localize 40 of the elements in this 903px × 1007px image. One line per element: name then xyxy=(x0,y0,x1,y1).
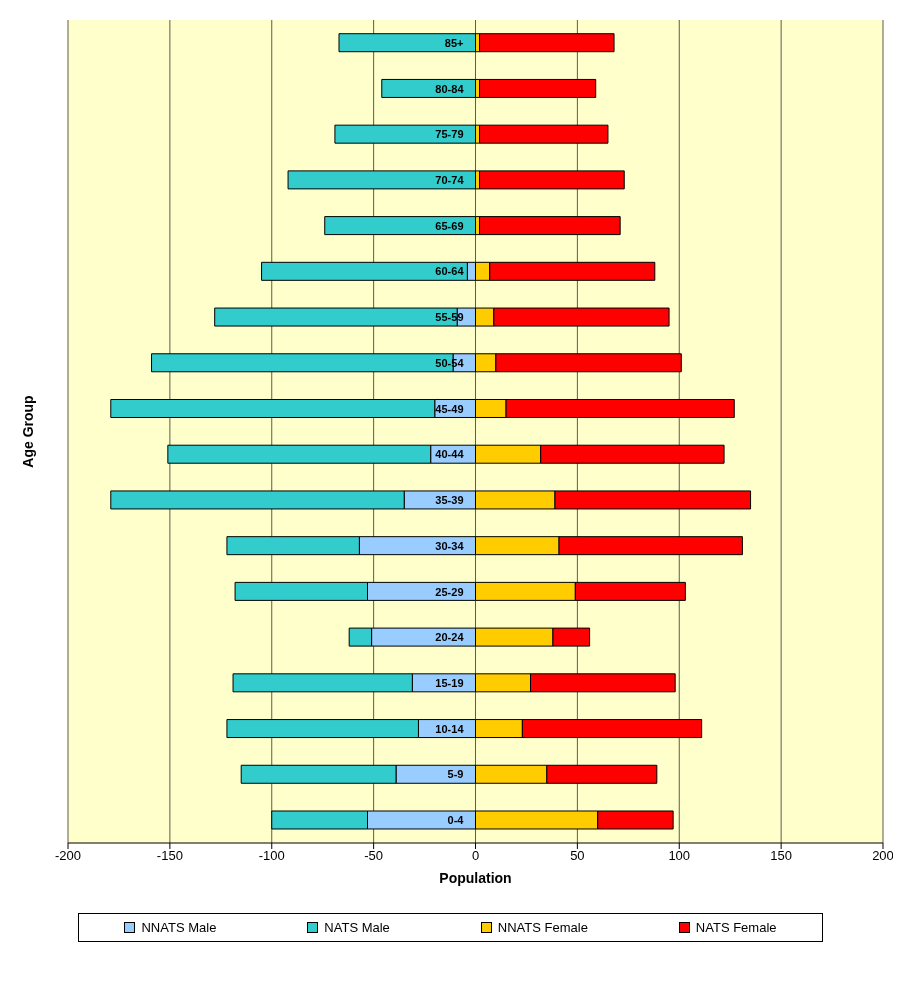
y-tick-label: 35-39 xyxy=(435,494,464,507)
x-tick-label: 0 xyxy=(471,848,480,864)
x-axis-title: Population xyxy=(439,870,512,886)
y-axis-title: Age Group xyxy=(19,395,36,468)
bar xyxy=(324,216,476,236)
y-tick-label: 85+ xyxy=(444,36,464,49)
x-tick-label: -100 xyxy=(258,848,285,864)
y-tick-label: 75-79 xyxy=(435,128,464,141)
y-tick-label: 45-49 xyxy=(435,402,464,415)
legend-label: NATS Male xyxy=(323,920,390,935)
y-tick-label: 40-44 xyxy=(435,448,465,461)
bar xyxy=(479,78,597,98)
x-tick-label: 50 xyxy=(570,848,585,864)
legend-label: NATS Female xyxy=(694,920,777,935)
y-tick-label: 20-24 xyxy=(435,631,465,644)
bar xyxy=(479,33,615,53)
bar xyxy=(479,124,609,144)
x-tick-label: 100 xyxy=(668,848,691,864)
bar xyxy=(479,170,625,190)
x-tick-label: 150 xyxy=(770,848,792,864)
y-tick-label: 0-4 xyxy=(447,814,465,827)
y-tick-label: 30-34 xyxy=(435,539,465,552)
y-tick-label: 65-69 xyxy=(435,219,464,232)
y-tick-label: 5-9 xyxy=(447,768,464,781)
y-tick-label: 60-64 xyxy=(435,265,465,278)
y-tick-label: 70-74 xyxy=(435,174,465,187)
y-tick-label: 25-29 xyxy=(435,585,464,598)
bar xyxy=(334,124,476,144)
bar xyxy=(287,170,476,190)
bar xyxy=(338,33,476,53)
x-tick-label: -200 xyxy=(54,848,82,864)
x-tick-label: -150 xyxy=(156,848,183,864)
y-tick-label: 80-84 xyxy=(435,82,465,95)
x-tick-label: 200 xyxy=(872,848,894,864)
legend-label: NNATS Female xyxy=(496,920,588,935)
legend-label: NNATS Male xyxy=(140,920,217,935)
y-tick-label: 15-19 xyxy=(435,676,464,689)
x-tick-label: -50 xyxy=(364,848,384,864)
bar xyxy=(479,216,621,236)
y-tick-label: 10-14 xyxy=(435,722,465,735)
